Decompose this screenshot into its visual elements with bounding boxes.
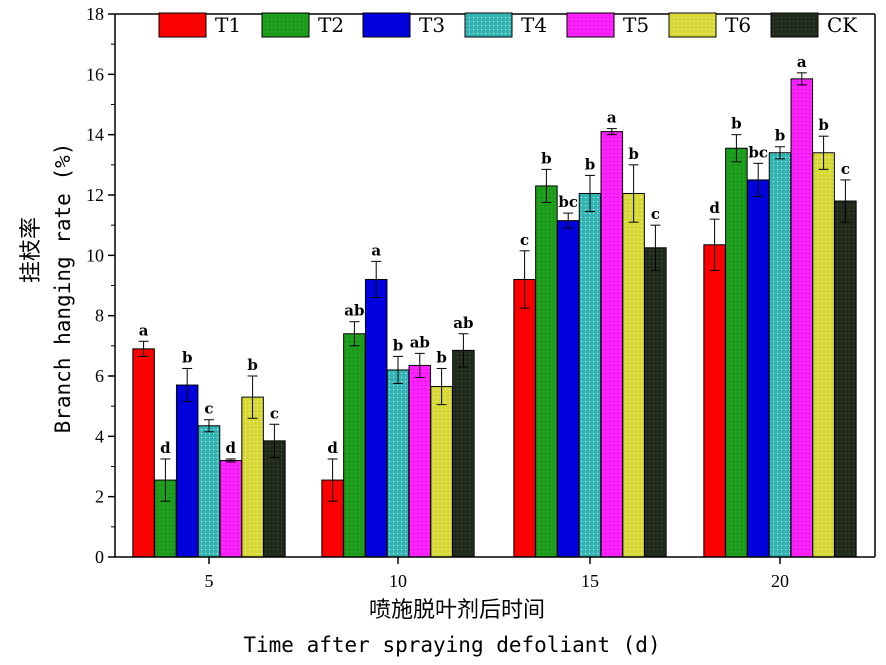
y-tick-label-0: 0 xyxy=(95,547,104,567)
bar-t5-20 xyxy=(790,78,814,558)
significance-label-t5-10: ab xyxy=(410,333,430,351)
y-tick-label-10: 10 xyxy=(86,245,104,265)
legend-label-t1: T1 xyxy=(215,13,241,37)
bar-t3-5 xyxy=(175,384,199,558)
significance-label-t1-15: c xyxy=(520,231,529,249)
significance-label-t5-20: a xyxy=(797,53,807,71)
bar-t2-20 xyxy=(725,147,748,558)
significance-label-t1-20: d xyxy=(709,199,720,217)
y-tick-label-6: 6 xyxy=(95,366,104,386)
bar-t6-10 xyxy=(430,386,453,558)
significance-label-t4-5: c xyxy=(204,400,213,418)
significance-label-t4-10: b xyxy=(393,336,404,354)
significance-label-t3-5: b xyxy=(182,348,193,366)
bar-t6-15 xyxy=(622,192,645,558)
significance-label-t4-20: b xyxy=(775,127,786,145)
significance-label-t3-20: bc xyxy=(748,143,768,161)
significance-label-t1-5: a xyxy=(139,321,149,339)
x-axis-title-english: Time after spraying defoliant (d) xyxy=(243,633,660,657)
legend-swatch-t1 xyxy=(158,12,207,38)
y-tick-label-18: 18 xyxy=(86,4,104,24)
legend-swatch-t2 xyxy=(261,12,310,38)
x-tick-label-5: 5 xyxy=(205,571,214,591)
bar-t3-15 xyxy=(556,220,580,558)
significance-label-t1-10: d xyxy=(327,439,338,457)
x-tick-label-10: 10 xyxy=(389,571,407,591)
legend-swatch-t3 xyxy=(362,12,411,38)
significance-label-t6-20: b xyxy=(818,116,829,134)
legend-label-ck: CK xyxy=(827,13,858,37)
significance-label-t4-15: b xyxy=(585,155,596,173)
y-axis-title-english: Branch hanging rate (%) xyxy=(51,143,75,434)
y-tick-label-4: 4 xyxy=(95,426,104,446)
bar-t5-5 xyxy=(219,459,243,558)
significance-label-t6-5: b xyxy=(247,356,258,374)
significance-label-t5-15: a xyxy=(607,109,617,127)
significance-label-t3-15: bc xyxy=(558,193,578,211)
legend-swatch-t6 xyxy=(668,12,717,38)
legend-swatch-ck xyxy=(770,12,819,38)
significance-label-t2-15: b xyxy=(541,149,552,167)
significance-label-t5-5: d xyxy=(226,439,237,457)
legend-label-t5: T5 xyxy=(623,13,649,37)
legend-label-t3: T3 xyxy=(419,13,445,37)
bar-ck-20 xyxy=(834,200,857,558)
bar-t1-15 xyxy=(513,278,536,558)
legend-label-t2: T2 xyxy=(318,13,344,37)
bar-t5-10 xyxy=(408,364,432,558)
bar-ck-15 xyxy=(644,247,667,558)
significance-label-ck-10: ab xyxy=(453,314,473,332)
bar-t4-5 xyxy=(197,425,221,558)
bar-t4-20 xyxy=(768,152,792,558)
bar-t2-10 xyxy=(343,333,366,558)
x-axis-title-chinese: 喷施脱叶剂后时间 xyxy=(369,598,545,623)
significance-label-ck-5: c xyxy=(270,404,279,422)
bar-t6-5 xyxy=(241,396,264,558)
significance-label-t2-20: b xyxy=(731,115,742,133)
legend-swatch-t4 xyxy=(464,12,513,38)
y-axis-title-chinese: 挂枝率 xyxy=(19,217,44,283)
bar-ck-5 xyxy=(263,440,286,558)
bar-t4-15 xyxy=(578,192,602,558)
legend-label-t4: T4 xyxy=(521,13,547,37)
legend: T1 T2 T3 T4 T5 T6 CK xyxy=(158,12,858,38)
significance-label-t6-15: b xyxy=(628,145,639,163)
significance-label-t3-10: a xyxy=(371,241,381,259)
significance-label-ck-20: c xyxy=(841,160,850,178)
y-tick-label-12: 12 xyxy=(86,185,104,205)
bar-t3-10 xyxy=(364,278,388,558)
bar-t2-15 xyxy=(535,185,558,558)
bar-t3-20 xyxy=(746,179,770,558)
bar-t6-20 xyxy=(812,152,835,558)
y-tick-label-8: 8 xyxy=(95,306,104,326)
legend-label-t6: T6 xyxy=(725,13,751,37)
x-tick-label-15: 15 xyxy=(581,571,599,591)
significance-label-ck-15: c xyxy=(651,205,660,223)
bar-t5-15 xyxy=(600,131,624,558)
x-tick-label-20: 20 xyxy=(771,571,789,591)
bar-t1-20 xyxy=(703,244,726,558)
significance-label-t2-10: ab xyxy=(344,302,364,320)
significance-label-t2-5: d xyxy=(160,439,171,457)
legend-swatch-t5 xyxy=(566,12,615,38)
y-tick-label-2: 2 xyxy=(95,487,104,507)
axes: 喷施脱叶剂后时间 Time after spraying defoliant (… xyxy=(19,4,876,657)
bar-t4-10 xyxy=(386,369,410,558)
significance-label-t6-10: b xyxy=(436,348,447,366)
bar-ck-10 xyxy=(452,349,475,558)
y-tick-label-14: 14 xyxy=(86,125,104,145)
bar-t1-5 xyxy=(132,348,155,558)
y-tick-label-16: 16 xyxy=(86,64,104,84)
